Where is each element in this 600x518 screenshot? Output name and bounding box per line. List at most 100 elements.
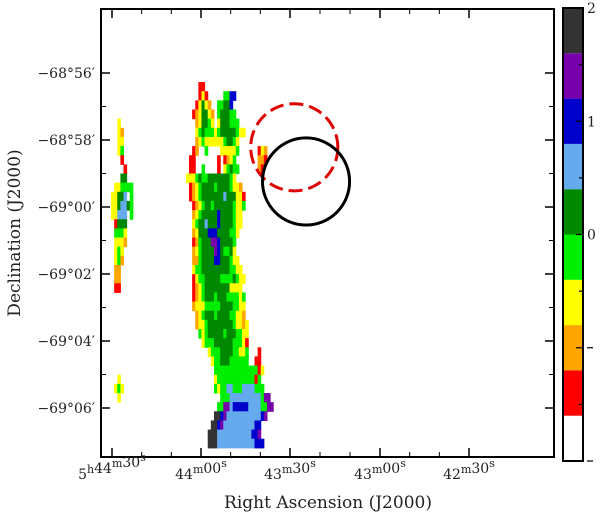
heatmap-cell xyxy=(226,182,231,193)
heatmap-cell xyxy=(223,365,227,376)
heatmap-cell xyxy=(207,210,212,220)
heatmap-cell xyxy=(114,255,118,266)
heatmap-cell xyxy=(117,191,121,202)
heatmap-cell xyxy=(220,356,224,367)
heatmap-cell xyxy=(198,319,202,330)
y-axis-title: Declination (J2000) xyxy=(5,149,25,316)
heatmap-cell xyxy=(235,228,240,239)
heatmap-cell xyxy=(232,127,237,138)
heatmap-cell xyxy=(223,393,227,403)
heatmap-cell xyxy=(229,228,234,239)
heatmap-cell xyxy=(207,264,212,275)
heatmap-cell xyxy=(223,228,227,239)
heatmap-cell xyxy=(114,237,118,248)
heatmap-cell xyxy=(204,210,209,220)
heatmap-cell xyxy=(226,365,231,376)
heatmap-cell xyxy=(226,210,231,220)
heatmap-cell xyxy=(210,246,215,257)
heatmap-cell xyxy=(213,365,218,376)
heatmap-cell xyxy=(204,292,209,303)
heatmap-cell xyxy=(257,347,262,357)
heatmap-cell xyxy=(245,438,249,449)
heatmap-cell xyxy=(198,228,202,239)
heatmap-cell xyxy=(120,383,125,394)
heatmap-cell xyxy=(204,182,209,193)
heatmap-cell xyxy=(238,402,243,412)
heatmap-cell xyxy=(260,146,265,156)
heatmap-cell xyxy=(229,191,234,202)
heatmap-cell xyxy=(220,264,224,275)
heatmap-cell xyxy=(217,310,221,321)
heatmap-cell xyxy=(229,136,234,147)
heatmap-cell xyxy=(198,264,202,275)
heatmap-cell xyxy=(220,429,224,440)
heatmap-cell xyxy=(226,292,231,303)
heatmap-cell xyxy=(198,82,202,92)
heatmap-cell xyxy=(117,374,121,385)
heatmap-cell xyxy=(192,155,196,165)
heatmap-cell xyxy=(185,173,190,184)
heatmap-cell xyxy=(204,338,209,348)
heatmap-cell xyxy=(198,109,202,120)
heatmap-cell xyxy=(232,255,237,266)
heatmap-cell xyxy=(245,347,249,357)
heatmap-cell xyxy=(210,182,215,193)
heatmap-cell xyxy=(210,200,215,211)
heatmap-cell xyxy=(201,274,206,284)
heatmap-cell xyxy=(226,136,231,147)
heatmap-cell xyxy=(198,191,202,202)
heatmap-cell xyxy=(254,393,259,403)
heatmap-cell xyxy=(245,411,249,421)
heatmap-cell xyxy=(235,283,240,293)
heatmap-cell xyxy=(238,283,243,293)
heatmap-cell xyxy=(201,182,206,193)
heatmap-cell xyxy=(238,210,243,220)
heatmap-cell xyxy=(204,100,209,111)
heatmap-cell xyxy=(220,200,224,211)
heatmap-cell xyxy=(248,429,252,440)
heatmap-cell xyxy=(226,310,231,321)
heatmap-cell xyxy=(232,191,237,202)
heatmap-cell xyxy=(235,402,240,412)
heatmap-cell xyxy=(217,100,221,111)
heatmap-cell xyxy=(232,91,237,101)
heatmap-cell xyxy=(201,109,206,120)
region-circles xyxy=(249,102,352,227)
heatmap-cell xyxy=(226,237,231,248)
heatmap-cell xyxy=(238,420,243,431)
heatmap-cell xyxy=(195,191,199,202)
heatmap-cell xyxy=(213,438,218,449)
heatmap-cell xyxy=(213,136,218,147)
y-tick-label: −69°00′ xyxy=(37,200,95,216)
heatmap-cell xyxy=(120,255,125,266)
heatmap-cell xyxy=(229,438,234,449)
heatmap-cell xyxy=(220,319,224,330)
heatmap-cell xyxy=(251,411,255,421)
heatmap-cell xyxy=(229,319,234,330)
heatmap-cell xyxy=(235,393,240,403)
heatmap-cell xyxy=(210,237,215,248)
heatmap-cell xyxy=(213,383,218,394)
heatmap-cell xyxy=(238,438,243,449)
heatmap-cell xyxy=(235,319,240,330)
heatmap-cell xyxy=(232,246,237,257)
heatmap-cell xyxy=(207,219,212,229)
heatmap-cell xyxy=(198,91,202,101)
colorbar-swatch xyxy=(563,234,583,280)
heatmap-cell xyxy=(213,219,218,229)
heatmap-cell xyxy=(248,438,252,449)
heatmap-cell xyxy=(229,118,234,129)
heatmap-cell xyxy=(195,200,199,211)
heatmap-cell xyxy=(223,429,227,440)
x-tick-label: 42m30s xyxy=(443,457,495,483)
heatmap-cell xyxy=(229,264,234,275)
heatmap-cell xyxy=(210,283,215,293)
heatmap-cell xyxy=(114,383,118,394)
heatmap-cell xyxy=(223,127,227,138)
heatmap-cell xyxy=(207,246,212,257)
heatmap-cell xyxy=(120,136,125,147)
heatmap-cell xyxy=(123,191,128,202)
heatmap-cell xyxy=(217,264,221,275)
heatmap-cell xyxy=(220,146,224,156)
heatmap-cell xyxy=(229,411,234,421)
